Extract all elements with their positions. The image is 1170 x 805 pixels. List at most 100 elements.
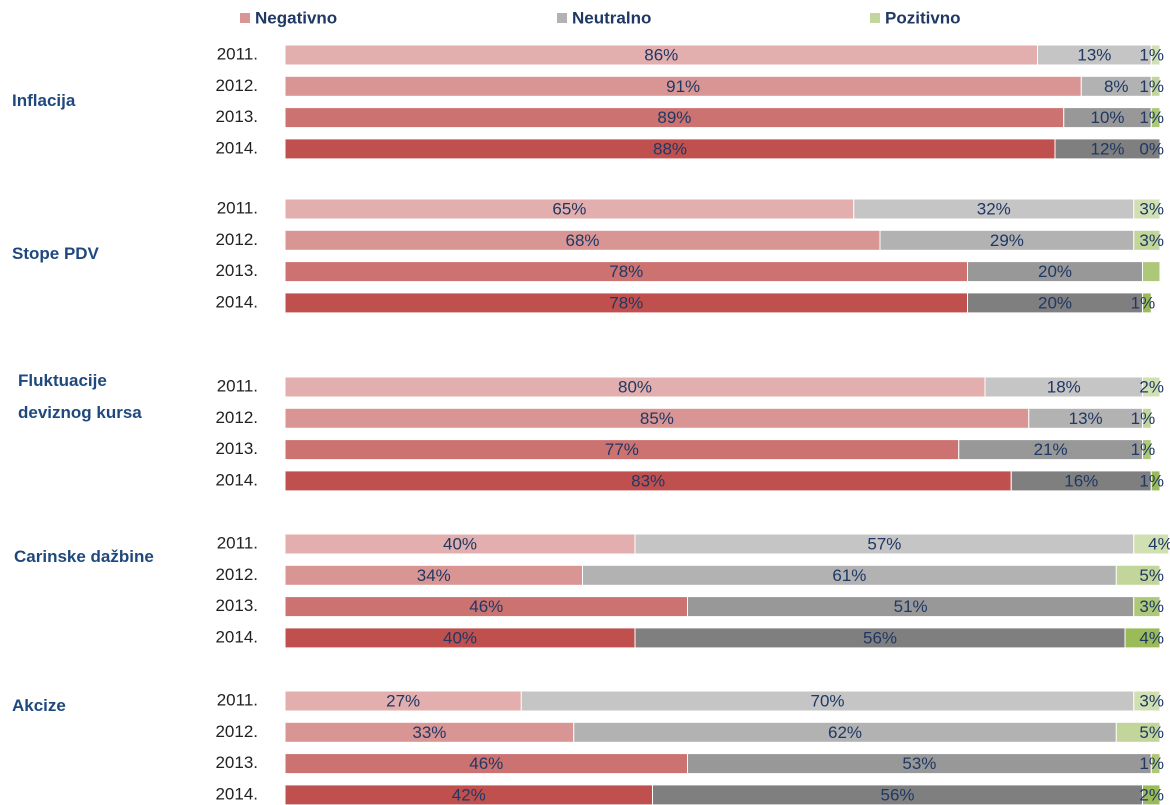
bar-segment xyxy=(520,690,1135,712)
bar-segment xyxy=(1142,292,1152,314)
bar-segment xyxy=(1150,44,1161,66)
data-label: 91% xyxy=(666,77,700,96)
group-label: Stope PDV xyxy=(12,244,99,263)
legend-label: Pozitivno xyxy=(885,8,961,27)
data-label: 13% xyxy=(1069,409,1103,428)
data-label: 20% xyxy=(1038,262,1072,281)
bar-segment xyxy=(1142,407,1152,429)
data-label: 1% xyxy=(1139,471,1164,490)
data-label: 68% xyxy=(565,231,599,250)
bar-segment xyxy=(1115,721,1161,743)
group-label: Fluktuacije deviznog kursa xyxy=(18,371,142,422)
bar-segment xyxy=(284,44,1038,66)
bar-segment xyxy=(1150,470,1161,492)
y-tick-label: 2012. xyxy=(215,408,258,427)
bar-segment xyxy=(1150,75,1161,97)
bar-segment xyxy=(634,533,1135,555)
bar-segment xyxy=(984,376,1143,398)
data-label: 27% xyxy=(386,691,420,710)
data-label: 78% xyxy=(609,262,643,281)
data-label: 56% xyxy=(880,785,914,804)
data-label: 80% xyxy=(618,377,652,396)
y-tick-label: 2012. xyxy=(215,230,258,249)
data-label: 1% xyxy=(1139,754,1164,773)
data-label: 5% xyxy=(1139,566,1164,585)
bar-segment xyxy=(853,198,1135,220)
data-label: 16% xyxy=(1064,471,1098,490)
data-label: 70% xyxy=(810,691,844,710)
legend-label: Neutralno xyxy=(572,8,651,27)
y-tick-label: 2013. xyxy=(215,753,258,772)
data-label: 46% xyxy=(469,754,503,773)
data-label: 4% xyxy=(1148,534,1170,553)
y-tick-label: 2012. xyxy=(215,565,258,584)
y-tick-label: 2011. xyxy=(217,533,258,552)
data-label: 1% xyxy=(1131,440,1156,459)
group-label: Carinske dažbine xyxy=(14,547,154,566)
data-label: 2% xyxy=(1139,785,1164,804)
y-tick-label: 2014. xyxy=(215,138,258,157)
bar-segment xyxy=(1054,138,1161,160)
data-label: 3% xyxy=(1139,691,1164,710)
data-label: 62% xyxy=(828,723,862,742)
y-tick-label: 2012. xyxy=(215,76,258,95)
data-label: 65% xyxy=(552,199,586,218)
data-label: 3% xyxy=(1139,231,1164,250)
data-label: 57% xyxy=(867,534,901,553)
bar-segment xyxy=(1115,564,1161,586)
bar-segment xyxy=(1133,198,1161,220)
data-label: 42% xyxy=(452,785,486,804)
data-label: 2% xyxy=(1139,377,1164,396)
data-label: 29% xyxy=(990,231,1024,250)
data-label: 1% xyxy=(1131,293,1156,312)
y-tick-label: 2013. xyxy=(215,261,258,280)
data-label: 34% xyxy=(417,566,451,585)
data-label: 8% xyxy=(1104,77,1129,96)
data-label: 12% xyxy=(1090,139,1124,158)
legend-swatch xyxy=(557,13,567,23)
group-label: Akcize xyxy=(12,696,66,715)
data-label: 46% xyxy=(469,597,503,616)
y-tick-label: 2012. xyxy=(215,722,258,741)
bar-segment xyxy=(1124,627,1161,649)
data-label: 61% xyxy=(832,566,866,585)
bar-segment xyxy=(284,690,522,712)
y-tick-label: 2014. xyxy=(215,470,258,489)
data-label: 4% xyxy=(1139,628,1164,647)
data-label: 77% xyxy=(605,440,639,459)
data-label: 1% xyxy=(1139,108,1164,127)
y-tick-label: 2011. xyxy=(217,690,258,709)
bar-segment xyxy=(284,376,986,398)
bar-segment xyxy=(1142,376,1161,398)
y-tick-label: 2014. xyxy=(215,292,258,311)
data-label: 1% xyxy=(1131,409,1156,428)
data-label: 21% xyxy=(1034,440,1068,459)
y-tick-label: 2014. xyxy=(215,627,258,646)
bar-segment xyxy=(284,533,636,555)
data-label: 51% xyxy=(894,597,928,616)
data-label: 3% xyxy=(1139,199,1164,218)
y-tick-label: 2013. xyxy=(215,107,258,126)
bar-segment xyxy=(1142,261,1161,283)
data-label: 13% xyxy=(1077,45,1111,64)
data-label: 56% xyxy=(863,628,897,647)
data-label: 32% xyxy=(977,199,1011,218)
legend-swatch xyxy=(870,13,880,23)
bar-segment xyxy=(1142,439,1152,461)
y-tick-label: 2011. xyxy=(217,376,258,395)
bar-segment xyxy=(1150,753,1161,775)
bar-segment xyxy=(1150,107,1161,129)
data-label: 0% xyxy=(1139,139,1164,158)
data-label: 18% xyxy=(1047,377,1081,396)
group-label: Inflacija xyxy=(12,91,76,110)
bar-segment xyxy=(1037,44,1152,66)
data-label: 89% xyxy=(657,108,691,127)
data-label: 78% xyxy=(609,293,643,312)
data-label: 3% xyxy=(1139,597,1164,616)
data-label: 40% xyxy=(443,534,477,553)
legend-label: Negativno xyxy=(255,8,337,27)
y-tick-label: 2011. xyxy=(217,198,258,217)
data-label: 1% xyxy=(1139,77,1164,96)
